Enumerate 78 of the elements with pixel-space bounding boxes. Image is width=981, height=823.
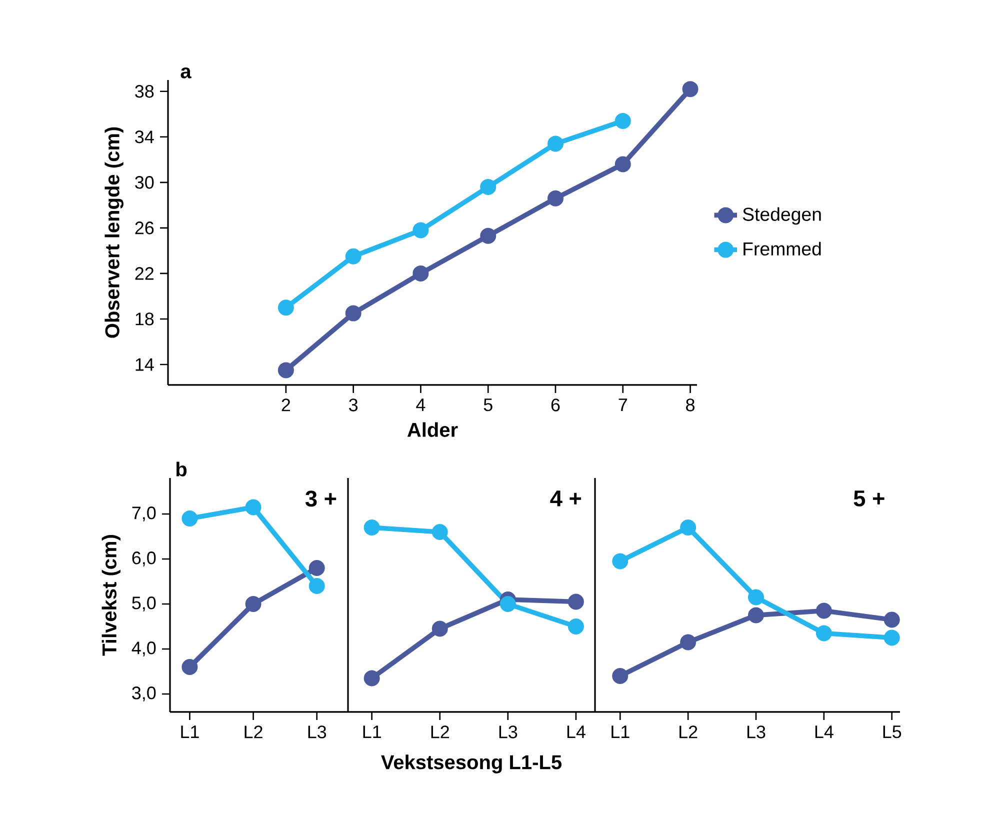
point	[412, 222, 429, 238]
point	[432, 524, 448, 540]
y-tick-label: 4,0	[132, 642, 156, 656]
x-tick-label: 3	[349, 398, 358, 412]
point	[182, 510, 198, 526]
legend-label: Stedegen	[742, 207, 821, 225]
point	[278, 300, 294, 316]
point	[345, 248, 362, 264]
y-tick-label: 30	[135, 176, 154, 189]
annotation: 3 +	[305, 490, 336, 507]
x-tick-label: L2	[244, 726, 262, 738]
point	[884, 612, 900, 628]
point	[612, 668, 628, 684]
y-axis-title: Observert lengde (cm)	[104, 127, 124, 338]
point	[816, 625, 832, 642]
point	[364, 670, 380, 686]
x-axis-title: Alder	[407, 422, 458, 437]
point	[412, 265, 429, 282]
point	[480, 228, 496, 244]
point	[568, 618, 584, 634]
point	[748, 589, 764, 606]
y-tick-label: 34	[135, 130, 154, 144]
point	[612, 553, 628, 570]
point	[364, 519, 380, 536]
point	[480, 178, 496, 195]
x-tick-label: L2	[680, 726, 698, 738]
point	[245, 596, 262, 612]
x-tick-label: L4	[815, 726, 834, 738]
x-tick-label: 7	[618, 398, 627, 411]
point	[308, 578, 325, 594]
point	[245, 499, 262, 516]
chart-title: b	[176, 462, 187, 476]
point	[547, 190, 564, 206]
point	[680, 634, 696, 650]
point	[816, 602, 832, 619]
y-tick-label: 3,0	[132, 686, 156, 702]
point	[308, 560, 325, 576]
point	[500, 596, 516, 612]
y-tick-label: 5,0	[132, 596, 156, 612]
y-tick-label: 18	[136, 312, 154, 326]
y-tick-label: 7,0	[132, 506, 156, 522]
x-tick-label: L1	[612, 726, 630, 738]
point	[682, 81, 698, 98]
x-tick-label: L5	[883, 726, 902, 738]
point	[278, 362, 294, 378]
chart-title: a	[180, 67, 192, 78]
annotation: 4 +	[550, 490, 582, 506]
point	[432, 620, 448, 637]
x-tick-label: 5	[484, 398, 492, 412]
x-tick-label: L1	[181, 726, 199, 738]
point	[182, 658, 198, 675]
point	[547, 136, 564, 152]
x-tick-label: L3	[308, 726, 326, 738]
point	[614, 156, 631, 172]
y-axis-title: Tilvekst (cm)	[102, 535, 120, 656]
point	[884, 630, 900, 646]
x-tick-label: L2	[431, 726, 449, 738]
x-tick-label: L3	[499, 726, 518, 738]
x-tick-label: 6	[551, 398, 560, 412]
legend-label: Fremmed	[744, 242, 821, 256]
x-tick-label: L3	[747, 726, 766, 738]
y-tick-label: 22	[135, 267, 154, 280]
x-tick-label: 8	[686, 398, 694, 412]
y-tick-label: 6,0	[132, 552, 156, 566]
y-tick-label: 14	[136, 358, 154, 371]
y-tick-label: 26	[135, 222, 154, 234]
point	[680, 519, 696, 536]
x-tick-label: L1	[363, 726, 381, 738]
x-tick-label: L4	[567, 726, 586, 738]
y-tick-label: 38	[135, 84, 154, 98]
x-axis-title: Vekstsesong L1-L5	[381, 754, 562, 774]
x-tick-label: 4	[416, 398, 426, 411]
x-tick-label: 2	[282, 398, 290, 412]
point	[568, 594, 584, 610]
point	[345, 305, 362, 322]
annotation: 5 +	[854, 490, 884, 506]
point	[614, 112, 631, 129]
point	[748, 607, 764, 624]
